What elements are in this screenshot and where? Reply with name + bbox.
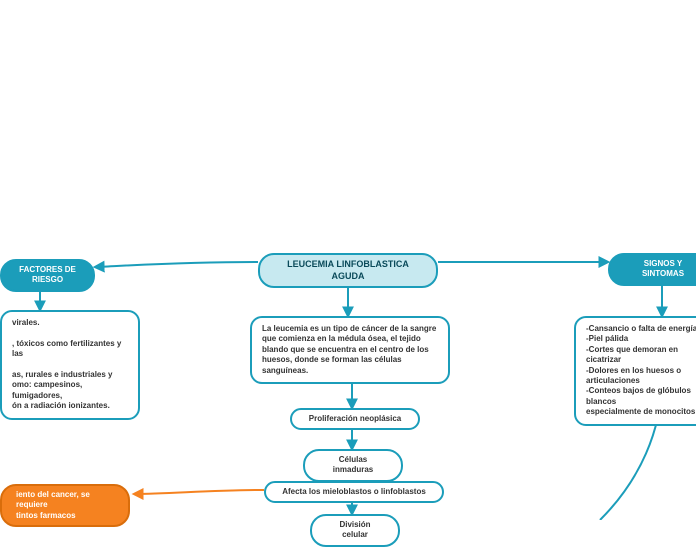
edge-0 xyxy=(95,262,258,267)
node-factores: FACTORES DE RIESGO xyxy=(0,259,95,292)
edge-9 xyxy=(134,490,264,494)
node-prolif: Proliferación neoplásica xyxy=(290,408,420,430)
node-afecta: Afecta los mieloblastos o linfoblastos xyxy=(264,481,444,503)
node-division: División celular xyxy=(310,514,400,547)
node-title: LEUCEMIA LINFOBLASTICA AGUDA xyxy=(258,253,438,288)
node-tratamiento: iento del cancer, se requiere tintos far… xyxy=(0,484,130,527)
node-signos: SIGNOS Y SINTOMAS xyxy=(608,253,696,286)
node-signos_body: -Cansancio o falta de energía -Piel páli… xyxy=(574,316,696,426)
node-factores_body: virales. , tóxicos como fertilizantes y … xyxy=(0,310,140,420)
node-def: La leucemia es un tipo de cáncer de la s… xyxy=(250,316,450,384)
node-inmaduras: Células inmaduras xyxy=(303,449,403,482)
